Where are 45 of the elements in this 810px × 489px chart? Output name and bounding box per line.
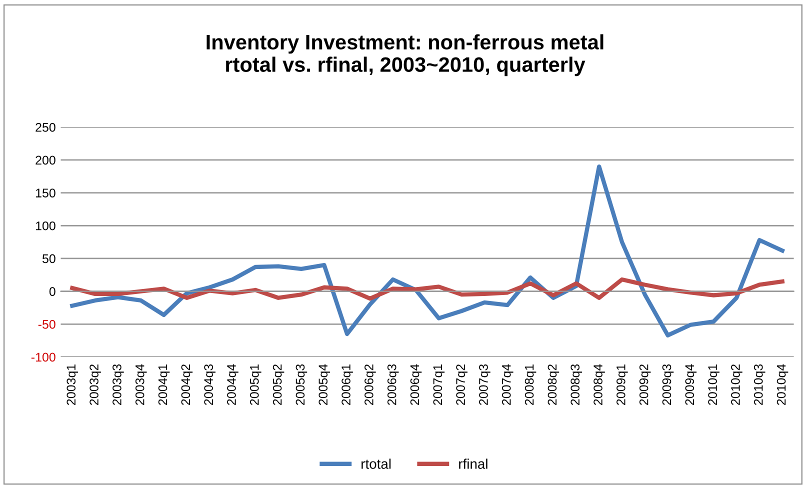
x-tick-label: 2003q1 — [66, 364, 78, 405]
x-tick-label: 2009q1 — [616, 364, 628, 405]
x-tick-label: 2008q3 — [570, 364, 582, 405]
y-tick-label: 200 — [36, 156, 56, 165]
x-tick-label: 2005q2 — [272, 364, 284, 405]
x-tick-label: 2005q4 — [318, 364, 330, 405]
x-tick-label: 2003q2 — [90, 364, 101, 405]
x-tick-label: 2010q2 — [731, 364, 742, 405]
x-tick-label: 2010q3 — [754, 364, 766, 405]
x-tick-label: 2007q1 — [433, 364, 445, 405]
y-tick-label: 250 — [36, 122, 56, 132]
x-tick-label: 2007q2 — [456, 364, 468, 405]
x-tick-label: 2006q4 — [410, 364, 422, 405]
x-tick-label: 2009q3 — [662, 364, 674, 405]
x-tick-label: 2004q1 — [158, 364, 170, 405]
x-tick-label: 2010q4 — [776, 364, 788, 405]
line-series — [70, 277, 784, 301]
x-tick-label: 2006q2 — [364, 364, 376, 405]
x-tick-label: 2004q2 — [181, 364, 193, 405]
x-tick-label: 2004q4 — [227, 364, 238, 405]
x-tick-label: 2007q4 — [502, 364, 514, 405]
chart-title: Inventory Investment: non-ferrous metal rtotal vs. rfinal, 2003~2010, quarterly — [206, 34, 604, 76]
x-tick-label: 2003q4 — [135, 364, 147, 405]
x-tick-label: 2009q4 — [685, 364, 697, 405]
y-tick-label: 0 — [49, 287, 56, 296]
x-tick-label: 2006q3 — [387, 364, 399, 405]
x-tick-label: 2009q2 — [639, 364, 651, 405]
x-tick-label: 2006q1 — [342, 364, 353, 405]
x-tick-label: 2008q4 — [594, 364, 605, 405]
legend-label: rtotal — [362, 458, 391, 469]
x-tick-label: 2003q3 — [112, 364, 124, 405]
y-tick-label: -50 — [38, 320, 56, 329]
x-tick-label: 2004q3 — [204, 364, 216, 405]
y-tick-label: 100 — [36, 221, 56, 230]
x-tick-label: 2005q3 — [296, 364, 308, 405]
x-tick-label: 2008q2 — [548, 364, 560, 405]
x-tick-label: 2005q1 — [250, 364, 262, 405]
y-tick-label: 50 — [42, 254, 56, 264]
legend-label: rfinal — [459, 458, 488, 469]
x-tick-label: 2010q1 — [708, 364, 720, 405]
line-series — [70, 164, 784, 338]
x-tick-label: 2008q1 — [524, 364, 536, 405]
y-tick-label: 150 — [36, 188, 56, 198]
y-tick-label: -100 — [31, 352, 56, 362]
x-tick-label: 2007q3 — [479, 364, 490, 405]
